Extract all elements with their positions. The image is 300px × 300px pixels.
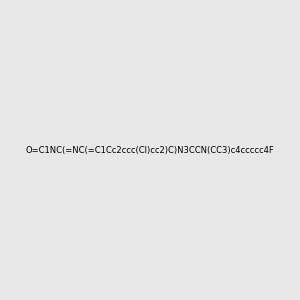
Text: O=C1NC(=NC(=C1Cc2ccc(Cl)cc2)C)N3CCN(CC3)c4ccccc4F: O=C1NC(=NC(=C1Cc2ccc(Cl)cc2)C)N3CCN(CC3)… bbox=[26, 146, 275, 154]
